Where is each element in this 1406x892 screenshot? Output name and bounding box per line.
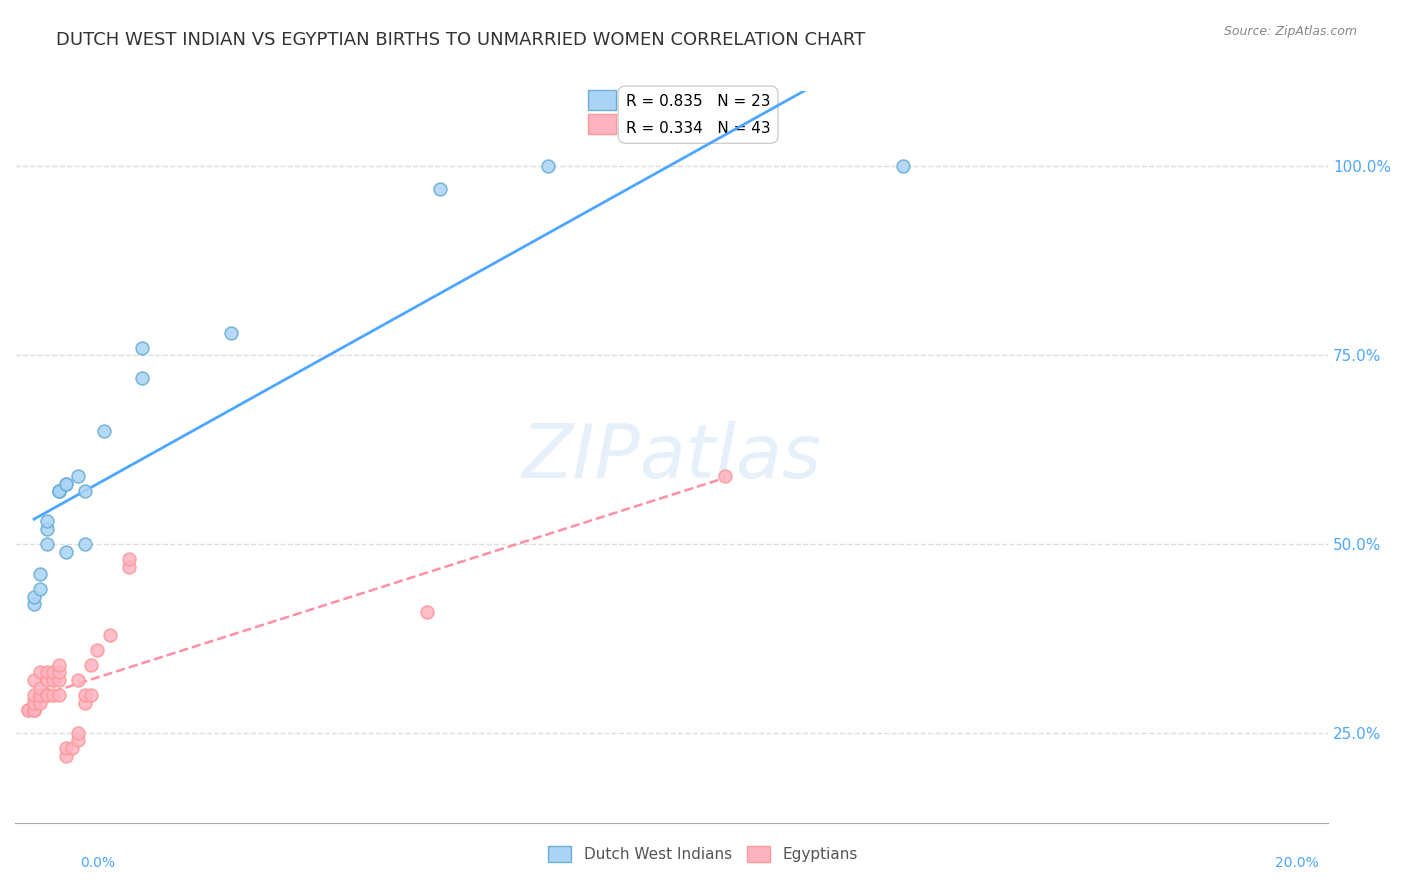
Point [22,688,45,702]
Legend: Dutch West Indians, Egyptians: Dutch West Indians, Egyptians [543,840,863,868]
Point [42,688,65,702]
Point [48,688,70,702]
Point [67,726,90,740]
Point [131,371,153,385]
Point [22,673,45,687]
Point [17,703,39,717]
Text: Source: ZipAtlas.com: Source: ZipAtlas.com [1223,25,1357,38]
Point [42,673,65,687]
Point [80,688,103,702]
Point [35,688,58,702]
Point [429,182,451,196]
Point [67,673,90,687]
Point [48,484,70,499]
Point [48,673,70,687]
Point [48,484,70,499]
Point [30,696,52,710]
Point [22,703,45,717]
Point [93,424,115,438]
Point [42,665,65,680]
Point [60,741,83,756]
Point [35,514,58,528]
Point [30,688,52,702]
Point [48,657,70,672]
Point [86,642,108,657]
Point [48,665,70,680]
Point [714,469,737,483]
Point [55,544,77,558]
Point [22,598,45,612]
Point [22,590,45,604]
Text: ZIPatlas: ZIPatlas [522,421,821,493]
Point [35,688,58,702]
Point [30,681,52,695]
Point [55,741,77,756]
Point [73,537,96,551]
Point [22,703,45,717]
Point [22,696,45,710]
Point [67,469,90,483]
Point [55,476,77,491]
Text: DUTCH WEST INDIAN VS EGYPTIAN BIRTHS TO UNMARRIED WOMEN CORRELATION CHART: DUTCH WEST INDIAN VS EGYPTIAN BIRTHS TO … [56,31,866,49]
Point [118,552,141,566]
Point [131,341,153,355]
Point [55,748,77,763]
Point [35,673,58,687]
Text: R = 0.835   N = 23
R = 0.334   N = 43: R = 0.835 N = 23 R = 0.334 N = 43 [626,94,770,136]
Point [17,703,39,717]
Point [73,484,96,499]
Point [42,673,65,687]
Point [416,605,439,619]
Point [219,326,242,340]
Point [30,688,52,702]
Point [35,522,58,536]
Point [80,657,103,672]
Text: 20.0%: 20.0% [1275,856,1319,871]
Point [30,582,52,597]
Point [73,696,96,710]
Point [55,476,77,491]
Point [35,537,58,551]
Point [22,696,45,710]
Point [22,703,45,717]
Point [35,665,58,680]
Point [537,159,560,173]
Text: 0.0%: 0.0% [80,856,115,871]
Point [98,627,121,641]
Point [118,559,141,574]
Point [891,159,914,173]
Point [30,567,52,582]
Point [48,484,70,499]
Point [35,688,58,702]
Point [67,733,90,747]
Point [73,688,96,702]
Point [30,665,52,680]
